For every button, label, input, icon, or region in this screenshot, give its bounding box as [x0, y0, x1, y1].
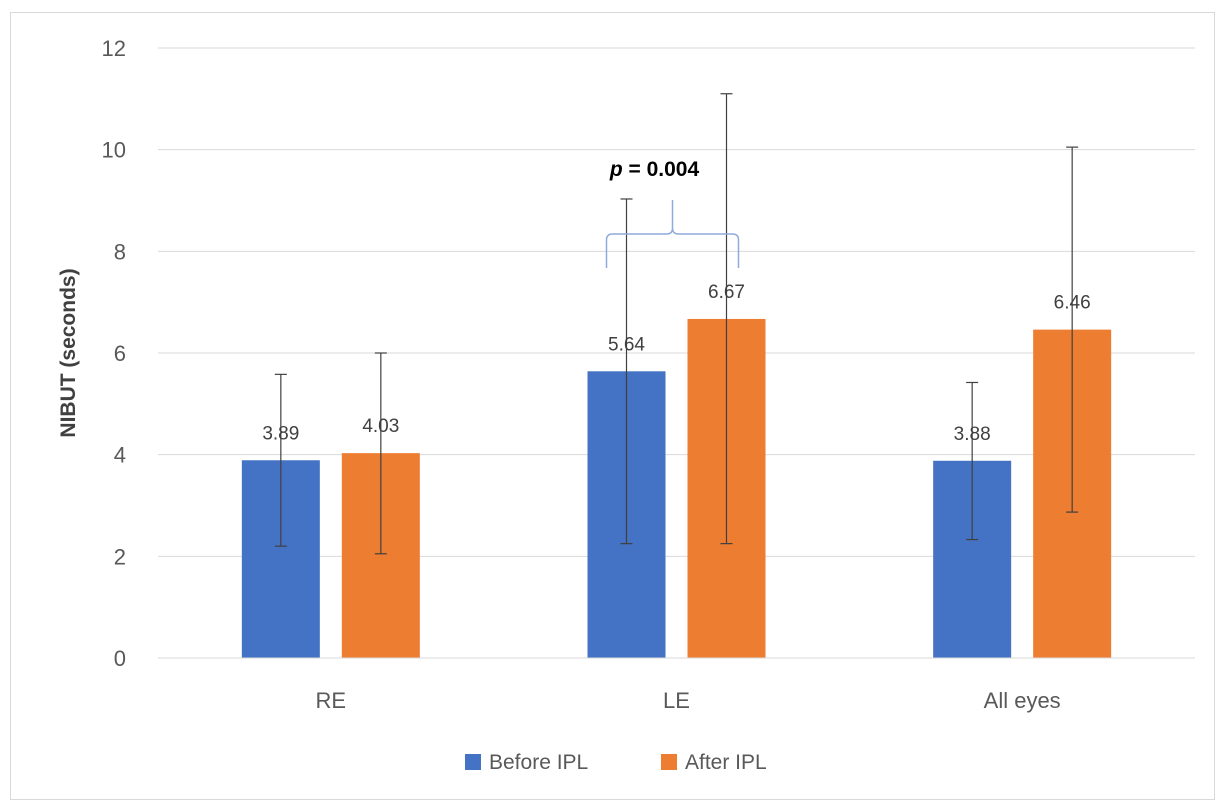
y-axis-ticks: 0 2 4 6 8 10 12 [102, 36, 126, 671]
y-tick-label: 12 [102, 36, 126, 61]
gridlines [158, 47, 1195, 557]
y-tick-label: 0 [114, 646, 126, 671]
p-value-text: = 0.004 [623, 158, 700, 181]
x-axis-labels: RE LE All eyes [316, 688, 1061, 713]
data-label: 5.64 [608, 334, 645, 355]
data-label: 6.67 [708, 282, 745, 303]
bars [241, 318, 1112, 658]
data-label: 4.03 [362, 416, 399, 437]
significance-annotation: p = 0.004 [605, 158, 740, 268]
y-tick-label: 8 [114, 239, 126, 264]
p-value-prefix: p [609, 158, 623, 181]
y-tick-label: 6 [114, 341, 126, 366]
y-tick-label: 10 [102, 138, 126, 163]
significance-bracket [605, 200, 740, 268]
legend-label: After IPL [685, 751, 767, 774]
data-label: 3.89 [262, 423, 299, 444]
x-tick-label: All eyes [984, 688, 1061, 713]
p-value-label: p = 0.004 [609, 158, 700, 181]
data-labels: 3.89 4.03 5.64 6.67 3.88 6.46 [262, 282, 1090, 445]
legend-label: Before IPL [489, 751, 588, 774]
error-bars [274, 93, 1079, 555]
x-tick-label: LE [663, 688, 690, 713]
x-tick-label: RE [316, 688, 347, 713]
legend-swatch [465, 754, 481, 770]
data-label: 6.46 [1054, 293, 1091, 314]
y-tick-label: 2 [114, 544, 126, 569]
data-label: 3.88 [954, 424, 991, 445]
y-tick-label: 4 [114, 443, 126, 468]
y-axis-title: NIBUT (seconds) [57, 268, 80, 437]
legend-swatch [661, 754, 677, 770]
legend: Before IPL After IPL [465, 751, 767, 774]
